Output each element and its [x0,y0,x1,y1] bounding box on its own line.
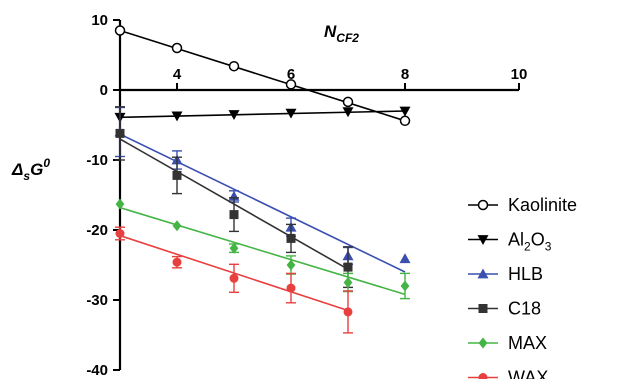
y-tick-label: 0 [100,82,108,99]
axes: 10 0 -10 -20 -30 -40 4 6 8 10 [86,12,527,379]
legend-item-al2o3: Al2O3 [468,230,552,254]
y-tick-label: -30 [86,292,108,309]
hlb-point [399,253,411,264]
y-tick-label: -40 [86,362,108,379]
wax-point [343,307,353,317]
al2o3-point [228,110,240,120]
al2o3-point [399,106,411,117]
legend-marker [477,235,489,245]
x-ticks: 4 6 8 10 [173,66,528,90]
kaolinite-fit-line [119,29,406,122]
wax-point [229,273,239,283]
legend-item-wax: WAX [468,368,548,379]
c18-point [286,233,296,243]
x-tick-label: 8 [401,66,409,83]
wax-point [172,257,182,267]
c18-point [229,210,239,220]
legend-item-hlb: HLB [468,264,543,284]
legend-label: MAX [508,333,547,353]
y-axis-title: ΔsG0 [11,156,50,183]
al2o3-fit-line [119,110,406,119]
kaolinite-point [342,96,354,108]
legend-marker [477,199,489,211]
hlb-fit-line [119,133,406,273]
max-point [286,259,296,271]
legend-marker [478,337,488,349]
max-point [172,220,182,232]
legend-item-c18: C18 [468,299,541,319]
kaolinite-point [285,79,297,90]
c18-point [172,170,182,180]
max-point [400,280,410,292]
al2o3-point [171,111,183,122]
y-tick-label: -20 [86,222,108,239]
kaolinite-point [228,60,240,72]
legend-label: Kaolinite [508,195,577,215]
kaolinite-point [171,42,183,54]
legend-label: WAX [508,368,548,379]
al2o3-point [285,108,297,119]
c18-point [115,128,125,138]
series-max [115,198,410,300]
x-tick-label: 6 [287,66,295,83]
al2o3-point [342,107,354,118]
y-tick-label: 10 [91,12,108,29]
y-tick-label: -10 [86,152,108,169]
plot-area [114,25,411,334]
max-point [343,277,353,288]
series-hlb [114,106,411,273]
kaolinite-point [399,115,411,127]
x-axis-title: NCF2 [324,22,359,45]
legend-item-max: MAX [468,333,547,353]
legend-label: C18 [508,299,541,319]
series-wax [115,226,353,334]
max-point [115,198,125,210]
kaolinite-point [114,25,126,36]
legend-item-kaolinite: Kaolinite [468,195,577,215]
wax-point [286,283,296,293]
legend-marker [477,268,489,279]
legend-label: HLB [508,264,543,284]
series-kaolinite [114,25,411,127]
legend: Kaolinite Al2O3 HLB C18 MAX WAX [468,195,577,379]
legend-marker [478,304,488,313]
legend-label: Al2O3 [508,230,552,254]
x-tick-label: 10 [511,66,528,83]
y-ticks: 10 0 -10 -20 -30 -40 [86,12,120,379]
max-fit-line [119,206,406,296]
wax-point [115,229,125,238]
series-c18 [115,106,353,289]
legend-marker [478,373,488,379]
c18-point [343,262,353,272]
max-point [229,242,239,254]
x-tick-label: 4 [173,66,182,83]
